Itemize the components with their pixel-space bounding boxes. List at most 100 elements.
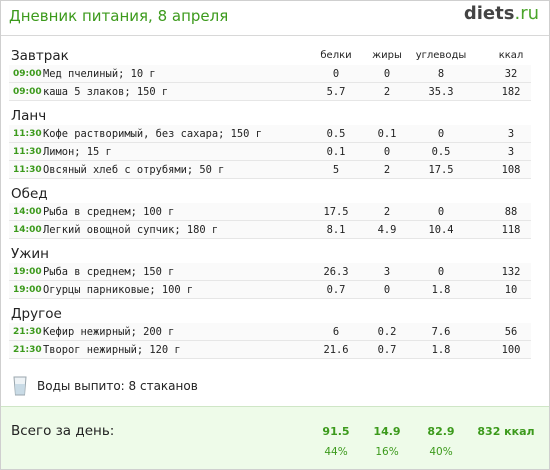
- nutrient-value: 0: [383, 284, 391, 296]
- food-name: каша 5 злаков; 150 г: [43, 86, 169, 98]
- total-percent: 44%: [324, 446, 348, 458]
- time: 21:30: [13, 327, 42, 337]
- time: 09:00: [13, 69, 42, 79]
- time: 11:30: [13, 165, 42, 175]
- nutrient-value: 118: [501, 224, 521, 236]
- time: 21:30: [13, 345, 42, 355]
- nutrient-value: 88: [504, 206, 518, 218]
- nutrient-value: 21.6: [323, 344, 349, 356]
- time: 11:30: [13, 129, 42, 139]
- food-row: [9, 341, 531, 359]
- food-name: Кофе растворимый, без сахара; 150 г: [43, 128, 262, 140]
- meal-name: Ужин: [11, 246, 49, 262]
- time: 09:00: [13, 87, 42, 97]
- food-name: Легкий овощной супчик; 180 г: [43, 224, 219, 236]
- time: 11:30: [13, 147, 42, 157]
- meal-name: Другое: [11, 306, 62, 322]
- food-row: [9, 65, 531, 83]
- logo-name: diets: [463, 3, 515, 24]
- column-header: углеводы: [415, 50, 467, 61]
- nutrient-value: 0.5: [326, 128, 346, 140]
- page-title: Дневник питания, 8 апреля: [9, 7, 229, 25]
- total-value: 91.5: [322, 425, 350, 438]
- nutrient-value: 0.5: [431, 146, 451, 158]
- nutrient-value: 10: [504, 284, 518, 296]
- nutrient-value: 0.2: [377, 326, 397, 338]
- nutrient-value: 2: [383, 86, 391, 98]
- glass-icon: [13, 376, 27, 396]
- nutrient-value: 56: [504, 326, 518, 338]
- nutrient-value: 0: [332, 68, 340, 80]
- nutrient-value: 0: [383, 68, 391, 80]
- nutrient-value: 1.8: [431, 284, 451, 296]
- nutrient-value: 3: [507, 146, 515, 158]
- food-row: [9, 203, 531, 221]
- nutrient-value: 0: [383, 146, 391, 158]
- nutrient-value: 0: [437, 206, 445, 218]
- nutrient-value: 3: [383, 266, 391, 278]
- totals-label: Всего за день:: [11, 423, 115, 439]
- food-row: [9, 323, 531, 341]
- nutrient-value: 3: [507, 128, 515, 140]
- food-row: [9, 221, 531, 239]
- nutrient-value: 108: [501, 164, 521, 176]
- nutrient-value: 32: [504, 68, 518, 80]
- nutrient-value: 2: [383, 206, 391, 218]
- nutrient-value: 6: [332, 326, 340, 338]
- food-row: [9, 83, 531, 101]
- nutrient-value: 0.1: [326, 146, 346, 158]
- food-name: Творог нежирный; 120 г: [43, 344, 181, 356]
- nutrient-value: 4.9: [377, 224, 397, 236]
- divider: [1, 35, 549, 36]
- food-name: Лимон; 15 г: [43, 146, 112, 158]
- food-name: Кефир нежирный; 200 г: [43, 326, 175, 338]
- time: 19:00: [13, 267, 42, 277]
- nutrient-value: 8.1: [326, 224, 346, 236]
- total-percent: 40%: [429, 446, 453, 458]
- total-value: 82.9: [427, 425, 455, 438]
- nutrient-value: 1.8: [431, 344, 451, 356]
- food-row: [9, 281, 531, 299]
- time: 14:00: [13, 207, 42, 217]
- nutrient-value: 17.5: [323, 206, 349, 218]
- nutrient-value: 132: [501, 266, 521, 278]
- nutrient-value: 35.3: [428, 86, 454, 98]
- water-text: Воды выпито: 8 стаканов: [37, 379, 198, 393]
- nutrient-value: 8: [437, 68, 445, 80]
- total-value: 832 ккал: [477, 425, 535, 438]
- food-name: Овсяный хлеб с отрубями; 50 г: [43, 164, 225, 176]
- column-header: ккал: [498, 50, 524, 61]
- nutrient-value: 100: [501, 344, 521, 356]
- meal-name: Ланч: [11, 108, 47, 124]
- meal-name: Обед: [11, 186, 48, 202]
- nutrient-value: 7.6: [431, 326, 451, 338]
- nutrient-value: 5.7: [326, 86, 346, 98]
- totals-box: [1, 406, 549, 469]
- nutrient-value: 0.7: [377, 344, 397, 356]
- meal-name: Завтрак: [11, 48, 69, 64]
- logo-suffix: .ru: [514, 3, 539, 24]
- nutrient-value: 17.5: [428, 164, 454, 176]
- nutrient-value: 5: [332, 164, 340, 176]
- logo[interactable]: diets.ru: [463, 3, 539, 24]
- nutrient-value: 182: [501, 86, 521, 98]
- column-header: белки: [320, 50, 352, 61]
- food-name: Мед пчелиный; 10 г: [43, 68, 156, 80]
- time: 19:00: [13, 285, 42, 295]
- column-header: жиры: [372, 50, 402, 61]
- total-percent: 16%: [375, 446, 399, 458]
- nutrient-value: 26.3: [323, 266, 349, 278]
- nutrient-value: 10.4: [428, 224, 454, 236]
- time: 14:00: [13, 225, 42, 235]
- nutrient-value: 0: [437, 266, 445, 278]
- food-row: [9, 161, 531, 179]
- nutrient-value: 0: [437, 128, 445, 140]
- nutrient-value: 0.1: [377, 128, 397, 140]
- food-name: Рыба в среднем; 100 г: [43, 206, 175, 218]
- nutrient-value: 2: [383, 164, 391, 176]
- nutrient-value: 0.7: [326, 284, 346, 296]
- food-name: Огурцы парниковые; 100 г: [43, 284, 194, 296]
- food-row: [9, 263, 531, 281]
- food-row: [9, 125, 531, 143]
